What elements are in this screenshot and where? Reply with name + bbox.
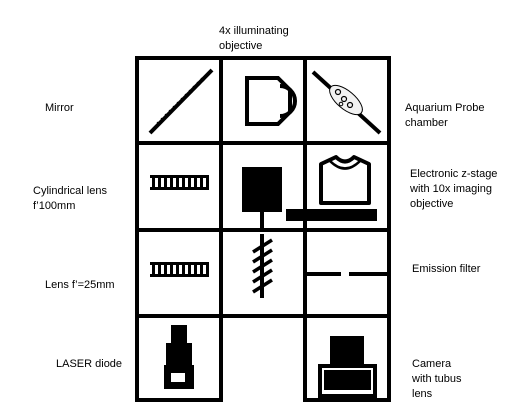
label-laser-diode: LASER diode: [56, 358, 123, 370]
label-aquarium-probe-chamber: Aquarium Probe chamber: [405, 102, 485, 129]
cylindrical-lens-icon: [150, 175, 209, 190]
label-z-stage: Electronic z-stage with 10x imaging obje…: [410, 168, 498, 210]
label-camera: Camera with tubus lens: [412, 358, 462, 400]
label-objective: 4x illuminating objective: [219, 25, 289, 52]
label-mirror: Mirror: [45, 102, 74, 114]
cell-row4-col1: [135, 314, 223, 402]
objective-icon: [245, 76, 297, 126]
cell-row1-col1: [135, 56, 223, 145]
z-stage-objective-icon: [286, 155, 377, 221]
laser-diode-icon: [164, 325, 194, 389]
mirror-icon: [148, 68, 214, 135]
cell-row4-col3: [303, 314, 391, 402]
label-emission-filter: Emission filter: [412, 263, 481, 275]
cell-row1-col2: [219, 56, 307, 145]
beam-block-icon: [242, 167, 282, 230]
label-cylindrical-lens: Cylindrical lens f’100mm: [33, 185, 107, 212]
aquarium-probe-chamber-icon: [311, 70, 382, 135]
camera-icon: [318, 336, 377, 398]
emission-filter-icon: [305, 272, 389, 276]
label-lens-25mm: Lens f’=25mm: [45, 279, 115, 291]
lens-icon: [150, 262, 209, 277]
slanted-beam-icon: [252, 234, 273, 298]
